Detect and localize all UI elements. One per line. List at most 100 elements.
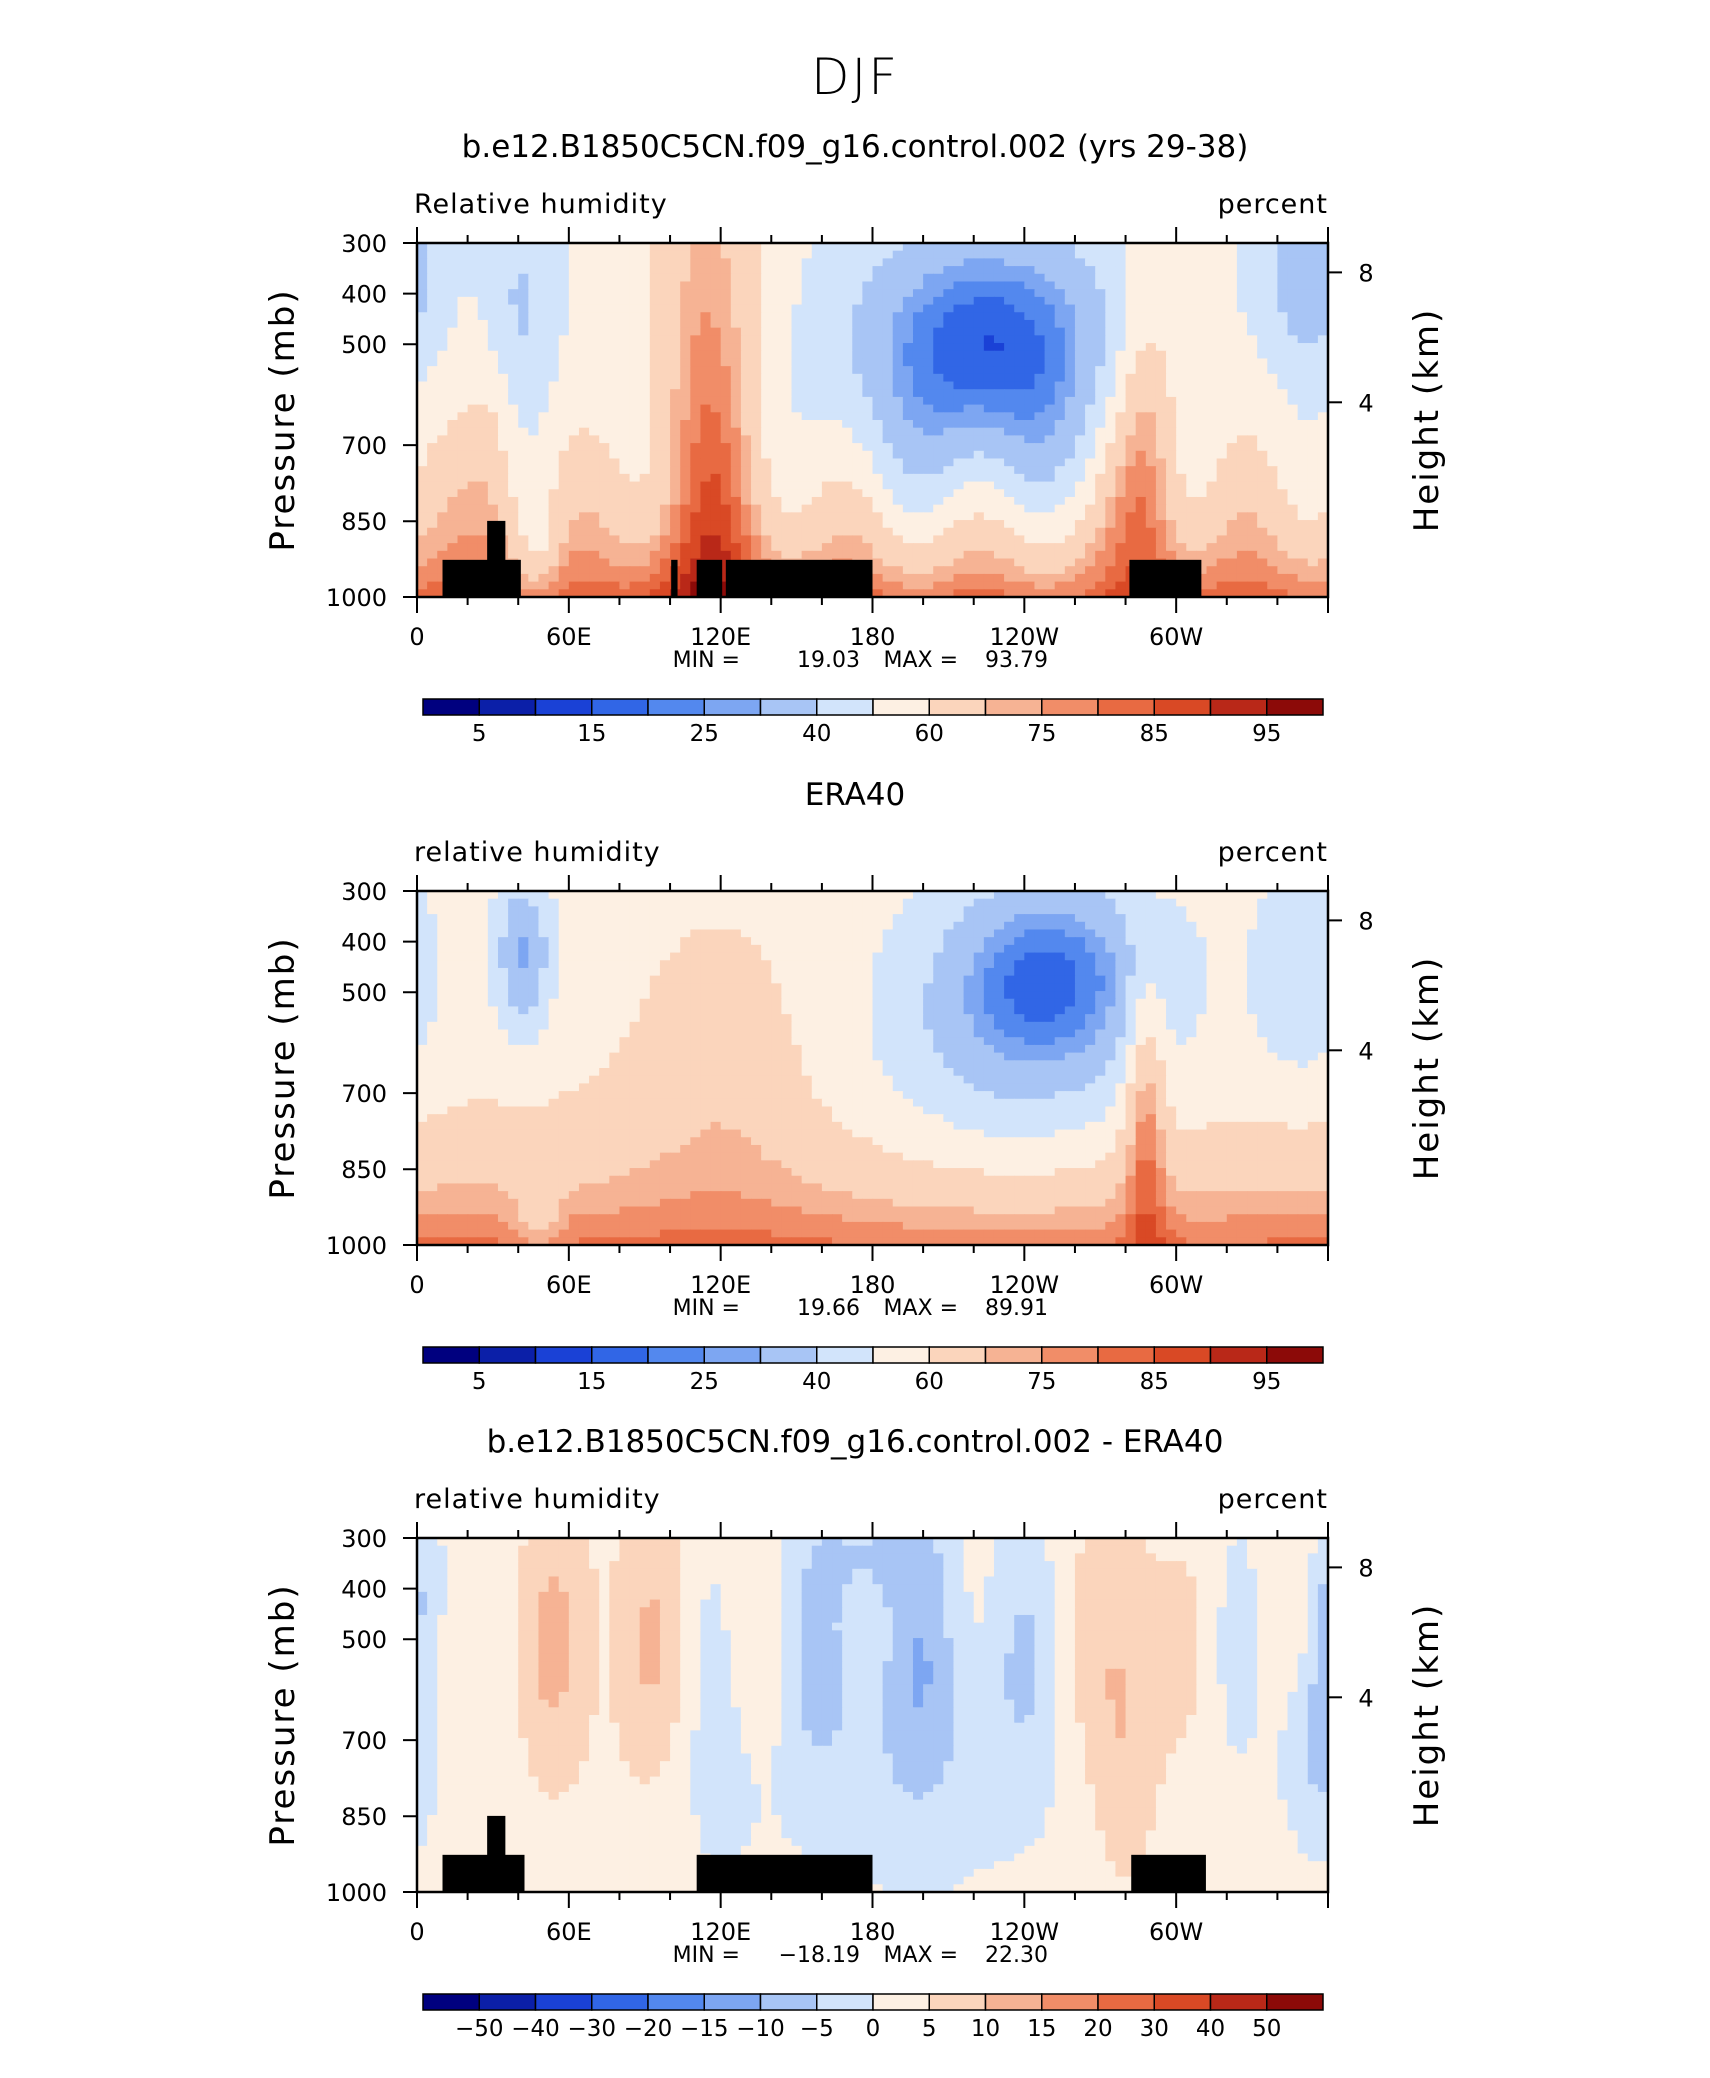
contour-cell [549, 551, 560, 559]
contour-cell [731, 258, 742, 266]
contour-cell [1237, 320, 1248, 328]
contour-cell [1075, 274, 1086, 282]
contour-cell [1014, 266, 1025, 274]
contour-cell [518, 497, 529, 505]
contour-cell [1095, 335, 1106, 343]
contour-cell [650, 266, 661, 274]
contour-cell [1055, 535, 1066, 543]
contour-cell [984, 482, 995, 490]
contour-cell [994, 551, 1005, 559]
contour-cell [1146, 412, 1157, 420]
contour-cell [1055, 428, 1066, 436]
contour-cell [913, 543, 924, 551]
contour-cell [1247, 305, 1258, 313]
contour-cell [873, 922, 884, 930]
contour-cell [1237, 451, 1248, 459]
contour-cell [1075, 466, 1086, 474]
contour-cell [731, 551, 742, 559]
contour-cell [1136, 482, 1147, 490]
contour-cell [771, 922, 782, 930]
contour-cell [1014, 305, 1025, 313]
contour-cell [1156, 528, 1167, 536]
contour-cell [549, 328, 560, 336]
contour-cell [802, 535, 813, 543]
contour-cell [437, 374, 448, 382]
contour-cell [559, 489, 570, 497]
contour-cell [559, 281, 570, 289]
contour-cell [1045, 559, 1056, 567]
contour-cell [447, 906, 458, 914]
contour-cell [1176, 451, 1187, 459]
contour-cell [711, 914, 722, 922]
contour-cell [1237, 351, 1248, 359]
contour-cell [1045, 535, 1056, 543]
contour-cell [923, 551, 934, 559]
contour-cell [1075, 328, 1086, 336]
contour-cell [1085, 405, 1096, 413]
contour-cell [984, 543, 995, 551]
contour-cell [417, 474, 428, 482]
contour-cell [1105, 320, 1116, 328]
contour-cell [1115, 474, 1126, 482]
contour-cell [761, 251, 772, 259]
contour-cell [1277, 914, 1288, 922]
contour-cell [842, 435, 853, 443]
contour-cell [690, 366, 701, 374]
contour-cell [1004, 405, 1015, 413]
contour-cell [974, 320, 985, 328]
contour-cell [923, 358, 934, 366]
contour-cell [1014, 535, 1025, 543]
contour-cell [974, 251, 985, 259]
contour-cell [721, 945, 732, 953]
contour-cell [1024, 397, 1035, 405]
contour-cell [488, 305, 499, 313]
contour-cell [589, 505, 600, 513]
contour-cell [680, 382, 691, 390]
contour-cell [832, 451, 843, 459]
contour-cell [974, 482, 985, 490]
contour-cell [680, 405, 691, 413]
contour-cell [478, 512, 489, 520]
contour-cell [427, 258, 438, 266]
contour-cell [1126, 289, 1137, 297]
contour-cell [852, 305, 863, 313]
contour-cell [528, 906, 539, 914]
contour-cell [1014, 351, 1025, 359]
contour-cell [832, 443, 843, 451]
contour-cell [1298, 474, 1309, 482]
x-tick-label: 120W [990, 623, 1060, 651]
contour-cell [771, 482, 782, 490]
contour-cell [1237, 281, 1248, 289]
contour-cell [478, 466, 489, 474]
contour-cell [1237, 914, 1248, 922]
contour-cell [1257, 543, 1268, 551]
contour-cell [417, 574, 428, 582]
contour-cell [1308, 358, 1319, 366]
contour-cell [1085, 497, 1096, 505]
contour-cell [1055, 574, 1066, 582]
contour-cell [751, 266, 762, 274]
contour-cell [1105, 528, 1116, 536]
contour-cell [933, 443, 944, 451]
contour-cell [660, 266, 671, 274]
contour-cell [427, 251, 438, 259]
contour-cell [1105, 305, 1116, 313]
contour-cell [822, 899, 833, 907]
contour-cell [883, 466, 894, 474]
contour-cell [478, 929, 489, 937]
contour-cell [1237, 482, 1248, 490]
contour-cell [903, 582, 914, 590]
contour-cell [609, 335, 620, 343]
contour-cell [1166, 312, 1177, 320]
contour-cell [761, 328, 772, 336]
contour-cell [1126, 937, 1137, 945]
contour-cell [842, 945, 853, 953]
contour-cell [731, 289, 742, 297]
contour-cell [1034, 420, 1045, 428]
contour-cell [953, 351, 964, 359]
contour-cell [1126, 335, 1137, 343]
contour-cell [1065, 937, 1076, 945]
contour-cell [792, 397, 803, 405]
contour-cell [792, 328, 803, 336]
contour-cell [579, 914, 590, 922]
